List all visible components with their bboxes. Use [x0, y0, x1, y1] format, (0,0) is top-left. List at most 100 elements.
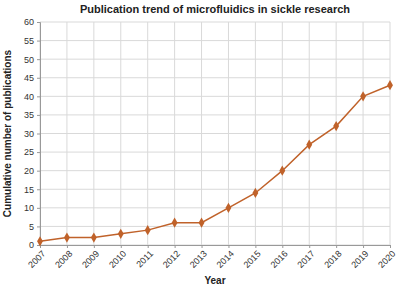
tick-mark: [228, 245, 229, 248]
title: Publication trend of microfluidics in si…: [80, 3, 350, 15]
grid-line: [40, 170, 390, 171]
grid-line: [309, 22, 310, 245]
y-axis: 0 5 10 15 20 25 30 35 40 45 50 55 60: [24, 17, 41, 250]
tick: 5: [29, 222, 40, 232]
tick-mark: [37, 41, 40, 42]
grid-line: [282, 22, 283, 245]
tick-label: 2018: [322, 249, 343, 270]
tick: 2018: [322, 245, 343, 270]
grid-line: [120, 22, 121, 245]
tick-mark: [309, 245, 310, 248]
grid-line: [40, 133, 390, 134]
tick-mark: [148, 245, 149, 248]
tick-label: 15: [24, 185, 34, 195]
tick-label: 2020: [376, 249, 397, 270]
marker: [91, 232, 97, 242]
marker: [226, 203, 232, 213]
tick: 55: [24, 36, 40, 46]
tick-label: 5: [29, 222, 34, 232]
tick-mark: [94, 245, 95, 248]
tick-mark: [37, 78, 40, 79]
tick-mark: [37, 59, 40, 60]
grid-line: [174, 22, 175, 245]
tick-mark: [336, 245, 337, 248]
tick: 10: [24, 203, 40, 213]
grid-line: [40, 77, 390, 78]
tick: 2012: [161, 245, 182, 270]
tick: 2007: [26, 245, 47, 270]
grid-line: [390, 22, 391, 245]
grid-line: [40, 40, 390, 41]
tick-label: 2010: [107, 249, 128, 270]
grid-line: [40, 96, 390, 97]
grid-line: [40, 189, 390, 190]
tick-label: 2019: [349, 249, 370, 270]
grid-line: [201, 22, 202, 245]
tick-mark: [37, 226, 40, 227]
tick: 20: [24, 166, 40, 176]
tick-label: 2015: [242, 249, 263, 270]
tick: 50: [24, 55, 40, 65]
tick-mark: [202, 245, 203, 248]
tick-label: 40: [24, 92, 34, 102]
x-axis-title: Year: [204, 275, 225, 286]
marker: [333, 121, 339, 131]
marker: [199, 218, 205, 228]
tick: 2014: [215, 245, 236, 270]
grid-line: [147, 22, 148, 245]
tick-label: 2011: [134, 249, 155, 270]
tick: 2016: [269, 245, 290, 270]
tick: 35: [24, 110, 40, 120]
tick-label: 45: [24, 73, 34, 83]
tick-label: 2014: [215, 249, 236, 270]
tick: 40: [24, 92, 40, 102]
marker: [387, 80, 393, 90]
tick: 2015: [242, 245, 263, 270]
tick-mark: [37, 208, 40, 209]
tick-mark: [37, 171, 40, 172]
tick-mark: [282, 245, 283, 248]
tick-label: 60: [24, 17, 34, 27]
tick-label: 25: [24, 147, 34, 157]
tick-label: 50: [24, 55, 34, 65]
tick-label: 0: [29, 240, 34, 250]
tick-label: 2007: [26, 249, 47, 270]
tick-label: 2016: [269, 249, 290, 270]
tick: 30: [24, 129, 40, 139]
tick-mark: [363, 245, 364, 248]
grid: [40, 22, 390, 245]
tick-mark: [37, 96, 40, 97]
x-axis: 2007200820092010201120122013201420152016…: [26, 245, 397, 270]
tick: 2011: [134, 245, 155, 269]
grid-line: [40, 22, 390, 23]
marker: [360, 91, 366, 101]
grid-line: [66, 22, 67, 245]
tick: 2013: [188, 245, 209, 270]
tick-mark: [175, 245, 176, 248]
line: [40, 85, 390, 241]
tick: 25: [24, 147, 40, 157]
grid-line: [40, 152, 390, 153]
marker: [64, 232, 70, 242]
tick-mark: [37, 134, 40, 135]
tick-label: 2009: [80, 249, 101, 270]
tick: 2010: [107, 245, 128, 270]
tick-mark: [37, 115, 40, 116]
marker: [252, 188, 258, 198]
tick-label: 2012: [161, 249, 182, 270]
marker: [118, 229, 124, 239]
chart: 0510152025303540455055602007200820092010…: [0, 0, 400, 289]
tick-mark: [37, 22, 40, 23]
axis-line: [41, 246, 391, 249]
tick-mark: [37, 189, 40, 190]
tick-label: 35: [24, 110, 34, 120]
marker: [306, 140, 312, 150]
tick-mark: [390, 245, 391, 248]
marker: [145, 225, 151, 235]
tick-mark: [255, 245, 256, 248]
grid-line: [40, 226, 390, 227]
grid-line: [93, 22, 94, 245]
tick-label: 55: [24, 36, 34, 46]
plot-area: 0510152025303540455055602007200820092010…: [24, 17, 397, 270]
grid-line: [255, 22, 256, 245]
